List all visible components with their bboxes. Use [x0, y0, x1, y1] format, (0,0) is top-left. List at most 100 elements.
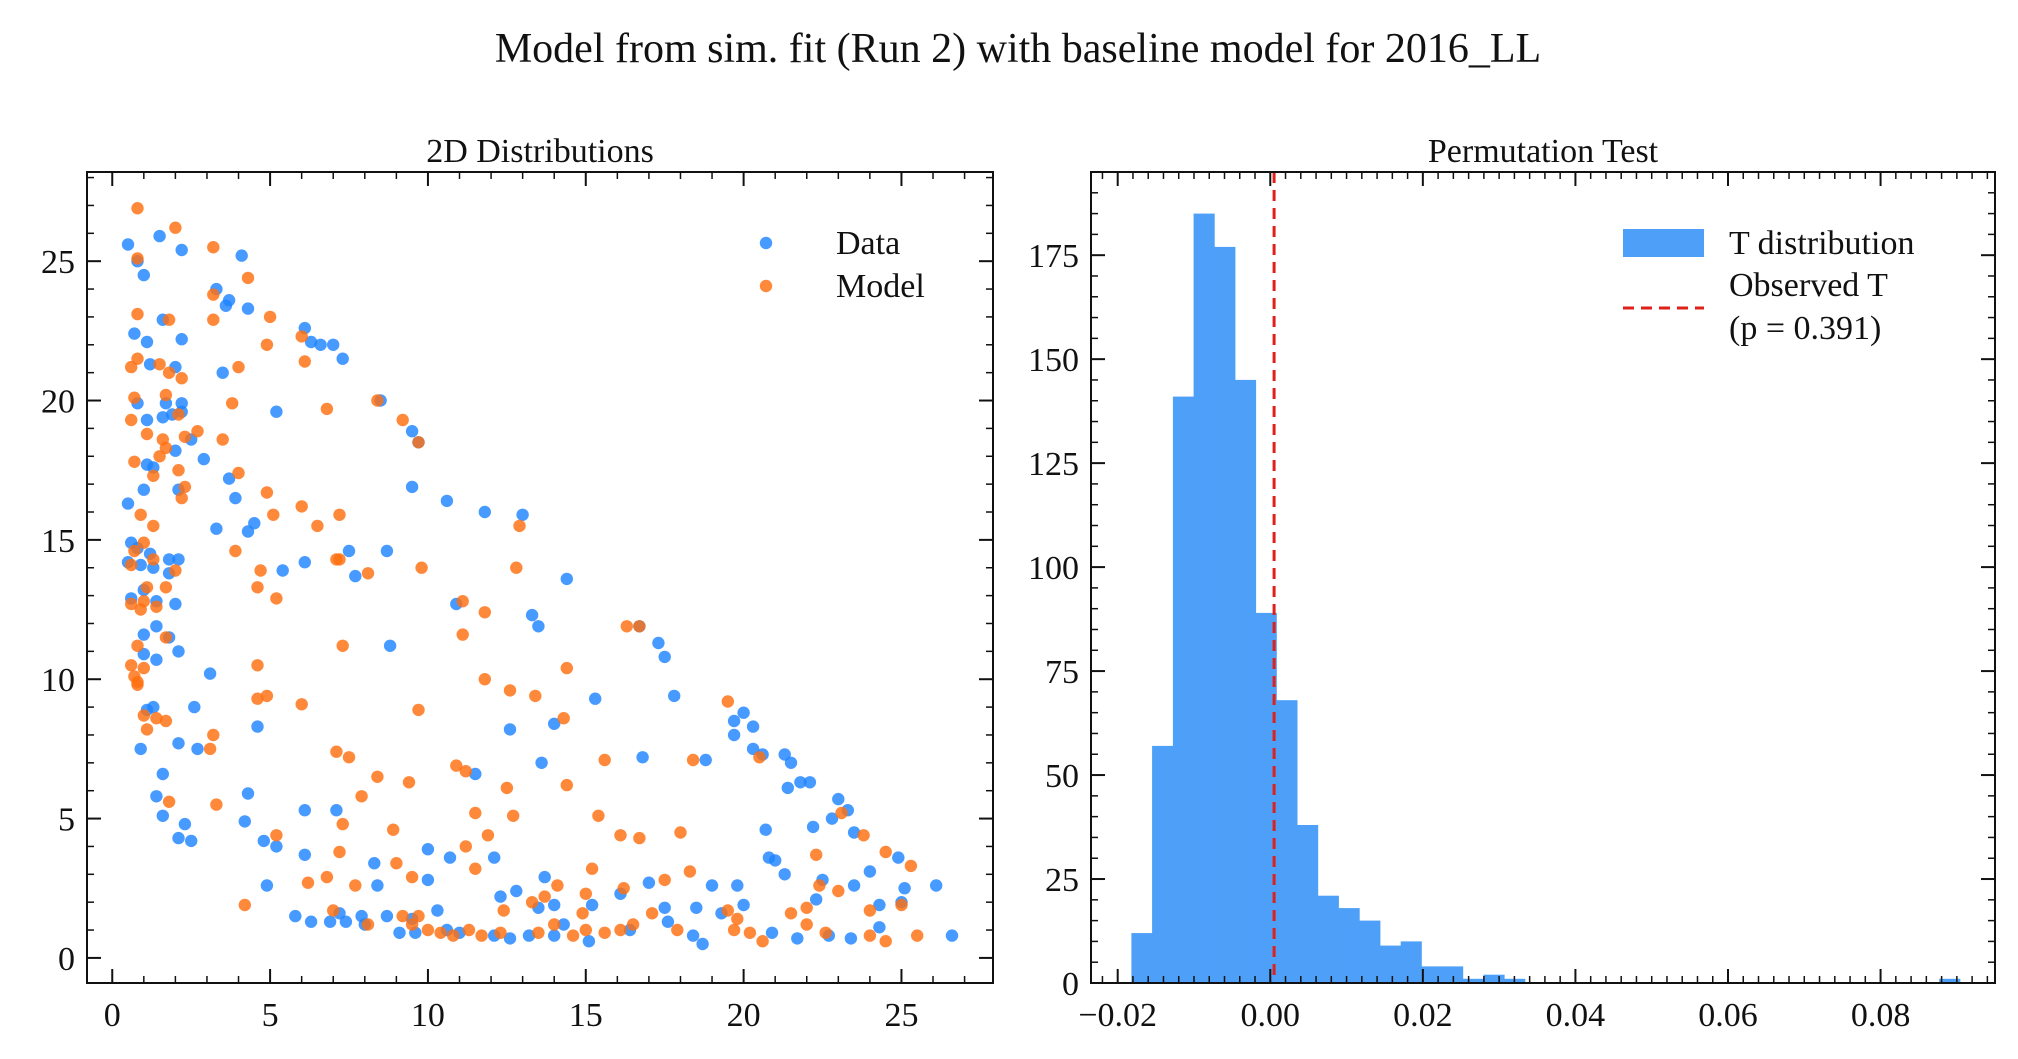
scatter-point	[911, 929, 924, 942]
scatter-point	[456, 595, 469, 608]
histogram-bar	[1214, 246, 1236, 983]
scatter-point	[810, 848, 823, 861]
scatter-point	[169, 221, 182, 234]
scatter-point	[421, 843, 435, 856]
histogram-bar	[1193, 213, 1215, 984]
scatter-point	[405, 918, 419, 931]
x-tick-label: 20	[727, 997, 761, 1034]
x-tick-label: 0.00	[1241, 997, 1301, 1034]
scatter-point	[207, 288, 220, 301]
legend-label-observed-t: Observed T	[1729, 267, 1888, 304]
scatter-point	[342, 751, 356, 764]
histogram-legend: T distribution Observed T (p = 0.391)	[1623, 225, 1914, 347]
scatter-point	[131, 202, 144, 215]
scatter-point	[879, 845, 892, 859]
scatter-point	[140, 581, 154, 594]
x-tick-label: 0.08	[1851, 997, 1911, 1034]
scatter-point	[503, 684, 517, 697]
scatter-point	[229, 544, 242, 558]
scatter-point	[125, 597, 138, 611]
scatter-point	[232, 360, 245, 374]
scatter-point	[257, 834, 270, 848]
scatter-point	[548, 717, 561, 730]
scatter-point	[462, 923, 476, 937]
scatter-point	[216, 433, 229, 446]
scatter-point	[551, 879, 564, 892]
scatter-point	[333, 845, 346, 859]
scatter-point	[652, 636, 665, 650]
scatter-point	[143, 358, 157, 371]
scatter-point	[207, 313, 220, 326]
scatter-point	[390, 857, 403, 870]
scatter-point	[140, 413, 154, 427]
scatter-point	[134, 558, 147, 572]
scatter-point	[686, 929, 700, 942]
scatter-point	[216, 366, 229, 379]
scatter-point	[159, 714, 173, 728]
scatter-point	[368, 857, 381, 870]
scatter-point	[270, 840, 283, 853]
scatter-point	[241, 302, 255, 315]
scatter-point	[298, 556, 311, 569]
histogram-bars	[1131, 213, 1961, 984]
scatter-point	[456, 628, 469, 641]
histogram-bar	[1317, 895, 1339, 983]
scatter-point	[469, 862, 482, 875]
scatter-point	[251, 581, 264, 594]
scatter-point	[525, 608, 539, 622]
scatter-point	[784, 907, 798, 920]
x-tick-label: 15	[569, 997, 603, 1034]
histogram-title: Permutation Test	[1428, 133, 1659, 170]
scatter-point	[794, 776, 807, 789]
scatter-point	[333, 553, 346, 566]
scatter-point	[671, 923, 684, 937]
scatter-point	[298, 848, 311, 861]
scatter-point	[440, 494, 454, 508]
scatter-point	[538, 870, 551, 884]
scatter-point	[412, 703, 425, 717]
scatter-point	[128, 327, 141, 340]
y-tick-label: 5	[58, 802, 75, 839]
scatter-point	[412, 436, 425, 449]
scatter-point	[421, 873, 435, 887]
scatter-point	[658, 901, 671, 914]
scatter-point	[336, 817, 349, 831]
scatter-point	[238, 815, 251, 828]
scatter-point	[803, 776, 817, 789]
scatter-point	[131, 307, 144, 321]
scatter-point	[743, 926, 757, 939]
legend-marker-data	[759, 236, 773, 250]
scatter-point	[658, 650, 671, 664]
x-tick-label: −0.02	[1078, 997, 1157, 1034]
scatter-point	[175, 372, 188, 385]
legend-label-t-distribution: T distribution	[1729, 225, 1914, 262]
scatter-point	[532, 926, 545, 939]
scatter-point	[260, 689, 274, 703]
histogram-bar	[1297, 825, 1319, 983]
scatter-point	[847, 879, 861, 892]
scatter-point	[254, 564, 267, 577]
scatter-point	[393, 926, 406, 939]
y-tick-label: 0	[58, 941, 75, 978]
scatter-point	[175, 243, 188, 257]
scatter-point	[469, 806, 482, 820]
scatter-point	[576, 907, 589, 920]
scatter-point	[371, 394, 384, 407]
scatter-point	[304, 915, 318, 928]
scatter-point	[339, 915, 353, 928]
histogram-bar	[1380, 945, 1402, 983]
scatter-point	[412, 909, 425, 923]
scatter-point	[598, 753, 611, 767]
scatter-point	[137, 268, 150, 282]
scatter-point	[137, 628, 150, 641]
scatter-point	[488, 851, 501, 864]
histogram-bar	[1462, 978, 1484, 983]
scatter-point	[832, 884, 845, 898]
scatter-point	[121, 497, 135, 510]
scatter-point	[566, 929, 580, 942]
scatter-point	[159, 388, 173, 402]
histogram-bar	[1421, 966, 1443, 983]
histogram-frame	[1090, 171, 1996, 984]
scatter-point	[134, 742, 147, 756]
